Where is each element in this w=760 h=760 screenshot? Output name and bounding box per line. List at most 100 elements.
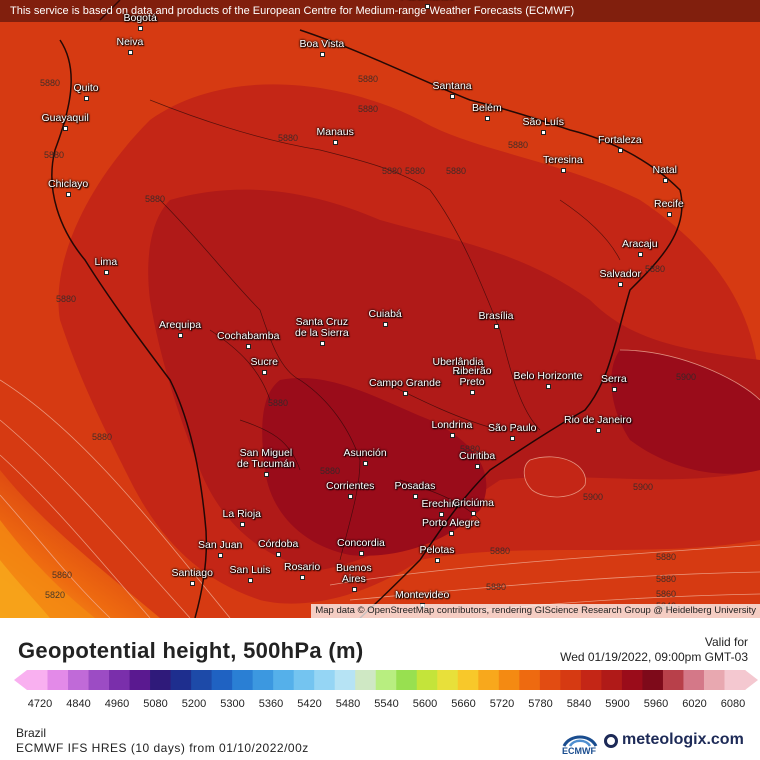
city-label: Sucre xyxy=(250,356,278,368)
contour-value-label: 5880 xyxy=(358,74,379,84)
city-label: Bogotá xyxy=(123,12,157,24)
city-marker-icon xyxy=(425,4,430,9)
city-marker-icon xyxy=(264,472,269,477)
city-label: Lima xyxy=(94,256,118,268)
scale-swatch xyxy=(539,670,561,690)
contour-value-label: 5880 xyxy=(56,294,77,304)
city-label: Córdoba xyxy=(258,538,299,550)
meteologix-brand[interactable]: meteologix.com xyxy=(622,731,744,748)
contour-value-label: 5880 xyxy=(40,78,61,88)
contour-value-label: 5820 xyxy=(45,590,66,600)
city-marker-icon xyxy=(320,52,325,57)
scale-swatch xyxy=(457,670,479,690)
scale-tick-label: 5080 xyxy=(143,698,168,710)
city-marker-icon xyxy=(248,578,253,583)
city-marker-icon xyxy=(348,494,353,499)
scale-swatch xyxy=(170,670,192,690)
scale-swatch xyxy=(252,670,274,690)
scale-tick-label: 6080 xyxy=(720,698,746,710)
city-label: Quito xyxy=(73,82,99,94)
city-marker-icon xyxy=(485,116,490,121)
city-label: São Luís xyxy=(522,116,564,128)
scale-tick-label: 5360 xyxy=(258,698,284,710)
city-label: Rosario xyxy=(284,561,321,573)
scale-min-arrow xyxy=(14,670,27,690)
city-label: Asunción xyxy=(343,447,387,459)
city-marker-icon xyxy=(596,428,601,433)
contour-value-label: 5880 xyxy=(145,194,166,204)
city-marker-icon xyxy=(104,270,109,275)
city-marker-icon xyxy=(66,192,71,197)
city-label: Corrientes xyxy=(326,480,375,492)
city-marker-icon xyxy=(470,390,475,395)
core-band-b xyxy=(611,350,760,474)
city-marker-icon xyxy=(663,178,668,183)
scale-tick-label: 5300 xyxy=(220,698,245,710)
contour-value-label: 5860 xyxy=(52,570,73,580)
contour-value-label: 5880 xyxy=(645,264,666,274)
contour-value-label: 5880 xyxy=(508,140,529,150)
city-marker-icon xyxy=(240,522,245,527)
city-label: Erechim xyxy=(421,498,461,510)
city-marker-icon xyxy=(352,587,357,592)
city-label: Montevideo xyxy=(395,589,450,601)
city-marker-icon xyxy=(413,494,418,499)
map-attribution[interactable]: Map data © OpenStreetMap contributors, r… xyxy=(311,604,760,618)
city-marker-icon xyxy=(612,387,617,392)
scale-swatch xyxy=(47,670,69,690)
scale-swatch xyxy=(437,670,459,690)
scale-tick-label: 5720 xyxy=(489,698,515,710)
city-label: Cuiabá xyxy=(368,308,402,320)
ecmwf-logo-icon xyxy=(562,735,598,747)
city-marker-icon xyxy=(618,148,623,153)
contour-value-label: 5880 xyxy=(460,444,481,454)
city-marker-icon xyxy=(84,96,89,101)
scale-swatch xyxy=(211,670,233,690)
city-marker-icon xyxy=(63,126,68,131)
contour-value-label: 5880 xyxy=(656,574,677,584)
city-marker-icon xyxy=(450,433,455,438)
map-area[interactable]: This service is based on data and produc… xyxy=(0,0,760,618)
meteologix-logo-icon xyxy=(604,734,618,748)
city-label: Chiclayo xyxy=(48,178,89,190)
city-marker-icon xyxy=(449,531,454,536)
contour-value-label: 5880 xyxy=(656,552,677,562)
contour-value-label: 5900 xyxy=(633,482,654,492)
scale-swatch xyxy=(580,670,602,690)
city-label: Guayaquil xyxy=(41,112,89,124)
scale-swatch xyxy=(191,670,213,690)
contour-value-label: 5880 xyxy=(358,104,379,114)
scale-swatch xyxy=(683,670,705,690)
city-marker-icon xyxy=(178,333,183,338)
city-label: Arequipa xyxy=(159,319,202,331)
geopotential-field xyxy=(0,0,760,618)
city-label: Belo Horizonte xyxy=(513,370,583,382)
city-marker-icon xyxy=(561,168,566,173)
city-marker-icon xyxy=(128,50,133,55)
scale-tick-label: 5900 xyxy=(605,698,630,710)
scale-swatch xyxy=(703,670,725,690)
city-label: Santa Cruz de la Sierra xyxy=(295,316,349,339)
borders xyxy=(149,99,621,561)
scale-swatch xyxy=(109,670,131,690)
city-marker-icon xyxy=(667,212,672,217)
city-label: Boa Vista xyxy=(299,38,345,50)
scale-swatch xyxy=(88,670,110,690)
city-label: Neiva xyxy=(116,36,144,48)
core-band-a xyxy=(262,378,487,556)
city-label: Posadas xyxy=(394,480,436,492)
scale-swatch xyxy=(642,670,664,690)
city-label: Uberlândia xyxy=(432,356,484,368)
city-marker-icon xyxy=(262,370,267,375)
contour-value-label: 5880 xyxy=(268,398,289,408)
city-label: La Rioja xyxy=(222,508,262,520)
city-marker-icon xyxy=(383,322,388,327)
scale-swatch xyxy=(273,670,295,690)
city-marker-icon xyxy=(475,464,480,469)
city-marker-icon xyxy=(333,140,338,145)
city-label: Santiago xyxy=(171,567,213,579)
city-label: Serra xyxy=(601,373,627,385)
city-label: Paramaribo xyxy=(400,0,454,2)
scale-swatch xyxy=(293,670,315,690)
city-marker-icon xyxy=(276,552,281,557)
